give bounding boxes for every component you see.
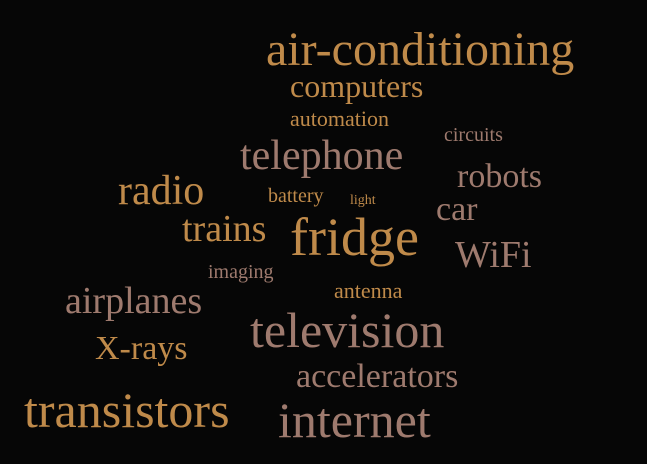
word-telephone: telephone <box>240 133 404 179</box>
word-computers: computers <box>290 68 424 104</box>
word-accelerators: accelerators <box>296 358 459 395</box>
word-robots: robots <box>457 158 542 195</box>
word-trains: trains <box>182 208 267 250</box>
word-light: light <box>350 193 376 208</box>
word-battery: battery <box>268 185 324 207</box>
word-wifi: WiFi <box>455 234 532 276</box>
word-internet: internet <box>278 392 431 448</box>
word-transistors: transistors <box>24 382 230 438</box>
word-air-conditioning: air-conditioning <box>266 23 575 76</box>
word-circuits: circuits <box>444 124 503 146</box>
word-fridge: fridge <box>290 207 419 267</box>
word-car: car <box>436 191 478 228</box>
word-television: television <box>250 302 445 358</box>
word-x-rays: X-rays <box>95 330 188 367</box>
word-imaging: imaging <box>208 261 274 283</box>
word-antenna: antenna <box>334 278 403 303</box>
word-radio: radio <box>118 168 205 214</box>
word-airplanes: airplanes <box>65 280 203 322</box>
word-automation: automation <box>290 106 389 131</box>
